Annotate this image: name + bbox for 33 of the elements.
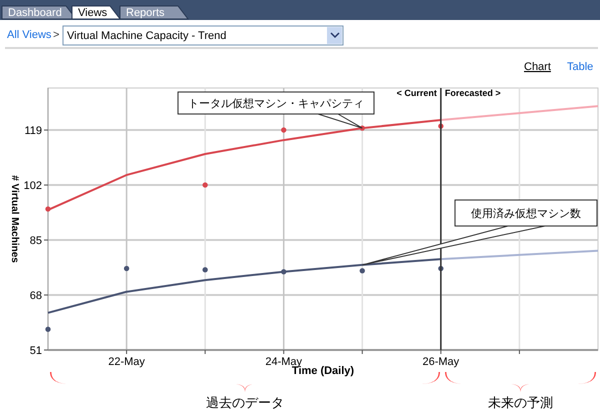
text: 未来の予測 [488, 396, 553, 411]
y-tick-label: 51 [30, 345, 42, 357]
text: All Views [7, 29, 52, 41]
text: Table [567, 61, 594, 73]
annotation: Forecasted > [444, 88, 501, 98]
chart-title: Virtual Machine Capacity - Trend [67, 30, 226, 42]
ref-line-label: < Current [396, 88, 437, 98]
text: Reports [126, 7, 166, 19]
y-tick-label: 119 [24, 125, 42, 138]
y-tick-label: 85 [30, 235, 42, 248]
point [281, 269, 286, 274]
text: Dashboard [8, 7, 62, 19]
x-tick-label: 26-May [422, 356, 460, 368]
line-series [47, 258, 442, 314]
text: Views [78, 7, 108, 19]
text: > [53, 29, 60, 41]
y-axis-title: # Virtual Machines [9, 175, 20, 264]
x-tick-label: 24-May [265, 356, 303, 368]
text: 過去のデータ [206, 396, 284, 411]
point [45, 206, 51, 212]
point [281, 127, 286, 133]
point [360, 268, 365, 274]
point [45, 326, 51, 332]
point [202, 267, 208, 272]
annotation: トータル仮想マシン・キャパシティ [188, 97, 364, 110]
text: Chart [524, 61, 551, 73]
y-tick-label: 102 [24, 180, 42, 192]
x-axis-title: Time (Daily) [292, 365, 354, 377]
y-tick-label: 68 [30, 290, 42, 302]
annotation: 使用済み仮想マシン数 [471, 207, 581, 220]
point [202, 182, 208, 188]
x-tick-label: 22-May [108, 356, 146, 368]
point [124, 266, 130, 272]
